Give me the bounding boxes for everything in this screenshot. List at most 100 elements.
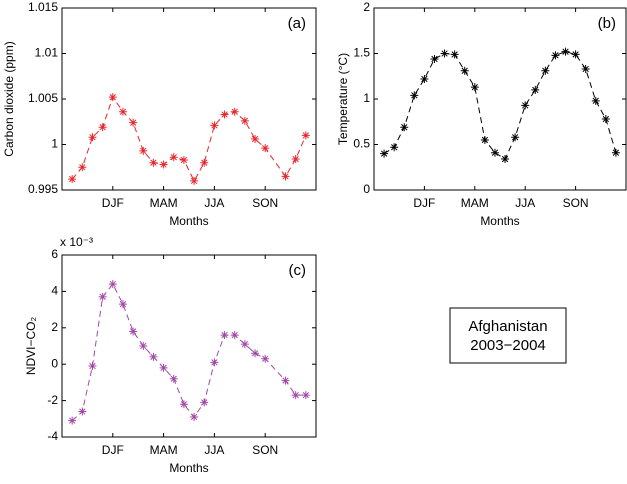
y-tick-label: 1.015 <box>28 0 58 14</box>
panel-label: (b) <box>598 15 616 32</box>
asterisk-marker <box>551 51 560 60</box>
asterisk-marker <box>591 96 600 105</box>
asterisk-marker <box>291 155 300 164</box>
asterisk-marker <box>68 175 77 184</box>
asterisk-marker <box>420 74 429 83</box>
asterisk-marker <box>561 47 570 56</box>
asterisk-marker <box>301 131 310 140</box>
y-tick-label: 4 <box>51 284 58 298</box>
asterisk-marker <box>611 148 620 157</box>
y-tick-label: 1 <box>363 91 370 105</box>
asterisk-marker <box>149 158 158 167</box>
asterisk-marker <box>430 54 439 63</box>
asterisk-marker <box>240 340 249 349</box>
asterisk-marker <box>169 153 178 162</box>
data-line <box>71 96 307 182</box>
asterisk-marker <box>98 292 107 301</box>
asterisk-marker <box>139 342 148 350</box>
y-tick-label: 0.5 <box>353 137 370 151</box>
asterisk-marker <box>480 135 489 144</box>
y-axis-label: Carbon dioxide (ppm) <box>2 41 16 156</box>
y-tick-label: 2 <box>51 320 58 334</box>
asterisk-marker <box>108 280 117 289</box>
asterisk-marker <box>149 352 158 361</box>
axis-multiplier: x 10⁻³ <box>60 235 93 249</box>
axes-box <box>61 7 317 191</box>
y-tick-label: -4 <box>47 429 58 443</box>
asterisk-marker <box>501 155 510 164</box>
x-tick-label: MAM <box>461 196 489 210</box>
asterisk-marker <box>410 91 419 100</box>
x-tick-label: DJF <box>102 196 124 210</box>
asterisk-marker <box>78 407 87 416</box>
asterisk-marker <box>230 331 239 340</box>
asterisk-marker <box>581 64 590 73</box>
y-tick-label: 1.005 <box>28 91 58 105</box>
y-tick-label: 2 <box>363 0 370 14</box>
y-tick-label: 0 <box>363 182 370 196</box>
x-tick-label: DJF <box>102 443 124 457</box>
x-tick-label: JJA <box>204 443 224 457</box>
asterisk-marker <box>380 149 389 158</box>
x-tick-label: JJA <box>515 196 535 210</box>
x-tick-label: SON <box>563 196 589 210</box>
asterisk-marker <box>301 391 310 400</box>
asterisk-marker <box>541 66 550 75</box>
y-tick-label: 0 <box>51 356 58 370</box>
asterisk-marker <box>139 146 148 155</box>
asterisk-marker <box>460 66 469 75</box>
asterisk-marker <box>450 50 459 59</box>
x-tick-label: DJF <box>413 196 435 210</box>
asterisk-marker <box>230 107 239 116</box>
asterisk-marker <box>210 121 219 130</box>
y-axis-label: NDVI−CO₂ <box>24 316 38 375</box>
asterisk-marker <box>200 158 209 167</box>
asterisk-marker <box>200 398 209 407</box>
y-tick-label: 1.5 <box>353 46 370 60</box>
panel-label: (a) <box>288 15 306 32</box>
asterisk-marker <box>129 118 138 127</box>
asterisk-marker <box>98 123 107 132</box>
asterisk-marker <box>240 116 249 125</box>
asterisk-marker <box>118 300 127 309</box>
annotation-box <box>449 307 567 364</box>
panel-label: (c) <box>289 262 307 279</box>
axes-box <box>373 7 627 191</box>
asterisk-marker <box>68 416 77 425</box>
y-tick-label: 0.995 <box>28 182 58 196</box>
x-tick-label: SON <box>252 443 278 457</box>
asterisk-marker <box>118 107 127 116</box>
asterisk-marker <box>521 101 530 110</box>
asterisk-marker <box>291 391 300 400</box>
data-line <box>383 51 617 160</box>
x-axis-label: Months <box>169 214 208 228</box>
asterisk-marker <box>281 172 290 181</box>
asterisk-marker <box>490 148 499 157</box>
asterisk-marker <box>261 354 270 363</box>
asterisk-marker <box>531 85 540 94</box>
asterisk-marker <box>281 376 290 385</box>
asterisk-marker <box>159 363 168 372</box>
asterisk-marker <box>251 135 260 144</box>
asterisk-marker <box>251 349 260 358</box>
x-axis-label: Months <box>480 214 519 228</box>
asterisk-marker <box>210 358 219 367</box>
asterisk-marker <box>108 93 117 102</box>
annotation-line: Afghanistan <box>468 318 547 335</box>
asterisk-marker <box>88 362 97 371</box>
asterisk-marker <box>169 374 178 383</box>
asterisk-marker <box>88 133 97 142</box>
x-tick-label: MAM <box>150 196 178 210</box>
y-tick-label: 1.01 <box>35 46 59 60</box>
y-tick-label: 1 <box>51 137 58 151</box>
y-tick-label: 6 <box>51 247 58 261</box>
asterisk-marker <box>390 143 399 152</box>
data-line <box>71 283 306 421</box>
x-tick-label: JJA <box>204 196 224 210</box>
asterisk-marker <box>78 163 87 172</box>
asterisk-marker <box>179 400 188 409</box>
asterisk-marker <box>511 133 520 142</box>
axes-box <box>61 254 317 438</box>
asterisk-marker <box>220 110 229 119</box>
